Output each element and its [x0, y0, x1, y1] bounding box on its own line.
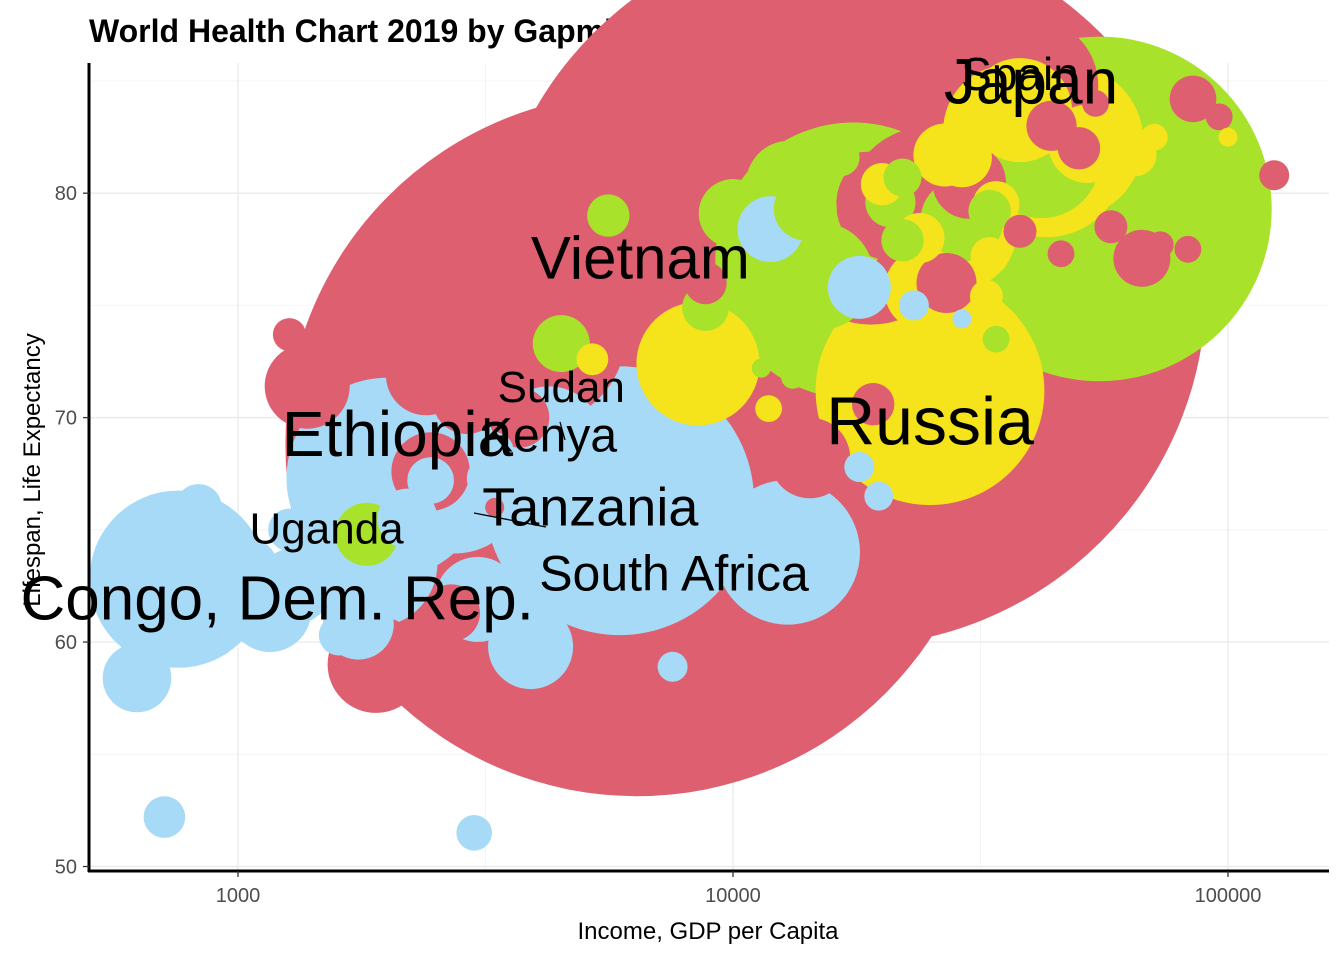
y-tick-label: 50 — [55, 857, 77, 879]
country-label-ethiopia: Ethiopia — [282, 398, 514, 470]
bubble-africa — [864, 481, 894, 511]
bubble-africa — [691, 488, 730, 527]
bubble-asia — [1003, 214, 1037, 248]
bubble-africa — [175, 484, 222, 531]
bubble-asia — [676, 246, 715, 284]
label-leader-lines — [473, 421, 566, 528]
bubble-europe — [576, 343, 609, 376]
country-label-kenya: Kenya — [481, 409, 617, 462]
bubble-americas — [968, 189, 1011, 233]
bubble-asia — [1146, 231, 1174, 259]
sudan-leader-line — [559, 421, 566, 441]
y-axis-title: Lifespan, Life Expectancy — [19, 333, 46, 607]
country-label-congo-dem-rep: Congo, Dem. Rep. — [20, 565, 533, 634]
country-label-south-africa: South Africa — [539, 545, 809, 601]
bubble-africa — [952, 309, 972, 329]
bubble-asia — [485, 497, 505, 517]
bubble-asia — [264, 343, 350, 429]
bubble-americas — [587, 194, 630, 237]
bubble-europe — [1140, 123, 1168, 151]
bubble-europe — [970, 237, 1009, 275]
x-axis-title: Income, GDP per Capita — [577, 918, 839, 945]
bubble-europe — [931, 127, 992, 188]
bubble-americas — [751, 358, 771, 378]
bubble-asia — [1259, 160, 1290, 191]
country-label-tanzania: Tanzania — [482, 477, 699, 537]
bubble-americas — [821, 138, 860, 177]
tanzania-leader-line — [473, 512, 547, 528]
bubble-africa — [318, 615, 360, 656]
bubble-asia — [272, 318, 306, 352]
bubble-europe — [1097, 100, 1140, 143]
bubble-asia — [489, 387, 550, 448]
x-tick-label: 1000 — [216, 885, 261, 907]
bubble-americas — [881, 219, 924, 262]
bubble-africa — [827, 255, 891, 319]
bubble-americas — [773, 177, 837, 241]
bubble-americas — [781, 365, 805, 389]
bubble-asia — [1205, 103, 1233, 131]
bubble-europe — [636, 302, 760, 426]
x-tick-label: 10000 — [705, 885, 761, 907]
bubble-asia — [1082, 90, 1109, 117]
bubble-africa — [143, 796, 186, 838]
bubble-europe — [1218, 127, 1238, 147]
bubble-africa — [657, 651, 688, 682]
y-tick-label: 70 — [55, 408, 77, 430]
country-label-russia: Russia — [826, 384, 1034, 460]
bubble-europe — [755, 395, 782, 422]
x-tick-label: 100000 — [1195, 885, 1262, 907]
bubble-africa — [732, 492, 763, 523]
bubble-americas — [532, 315, 590, 373]
bubble-asia — [433, 333, 494, 394]
bubbles — [89, 0, 1290, 851]
bubble-asia — [1047, 240, 1075, 268]
bubble-asia — [423, 584, 480, 642]
bubble-africa — [523, 437, 619, 533]
bubble-asia — [1057, 127, 1101, 170]
bubble-africa — [89, 490, 267, 668]
y-tick-label: 60 — [55, 632, 77, 654]
bubble-africa — [268, 508, 311, 551]
country-label-uganda: Uganda — [250, 504, 405, 553]
bubble-africa — [581, 514, 636, 568]
bubble-africa — [256, 548, 333, 624]
bubble-asia — [769, 425, 803, 459]
bubble-asia — [1169, 75, 1217, 123]
bubble-americas — [883, 158, 922, 197]
bubble-asia — [1094, 210, 1128, 244]
y-tick-label: 80 — [55, 183, 77, 205]
bubble-africa — [377, 488, 438, 549]
bubble-africa — [456, 815, 493, 851]
bubble-africa — [102, 643, 172, 713]
chart-title: World Health Chart 2019 by Gapminder — [89, 13, 682, 49]
country-label-vietnam: Vietnam — [531, 225, 750, 292]
bubble-africa — [844, 452, 875, 482]
bubble-asia — [852, 383, 895, 426]
country-label-sudan: Sudan — [498, 363, 625, 412]
bubble-africa — [506, 581, 561, 636]
bubble-africa — [898, 290, 929, 321]
axis-ticks: 1000 10000 100000 50 60 70 80 — [55, 183, 1262, 907]
bubble-asia — [916, 253, 977, 313]
country-label-japan: Japan — [944, 45, 1118, 117]
bubble-africa — [407, 457, 454, 504]
country-label-spain: Spain — [961, 48, 1079, 100]
bubble-asia — [1174, 235, 1202, 263]
bubble-americas — [1021, 266, 1041, 286]
bubble-americas — [982, 325, 1010, 353]
bubble-africa — [475, 432, 514, 471]
bubble-americas — [734, 255, 753, 275]
bubble-europe — [969, 279, 1003, 313]
axes — [87, 63, 1329, 873]
